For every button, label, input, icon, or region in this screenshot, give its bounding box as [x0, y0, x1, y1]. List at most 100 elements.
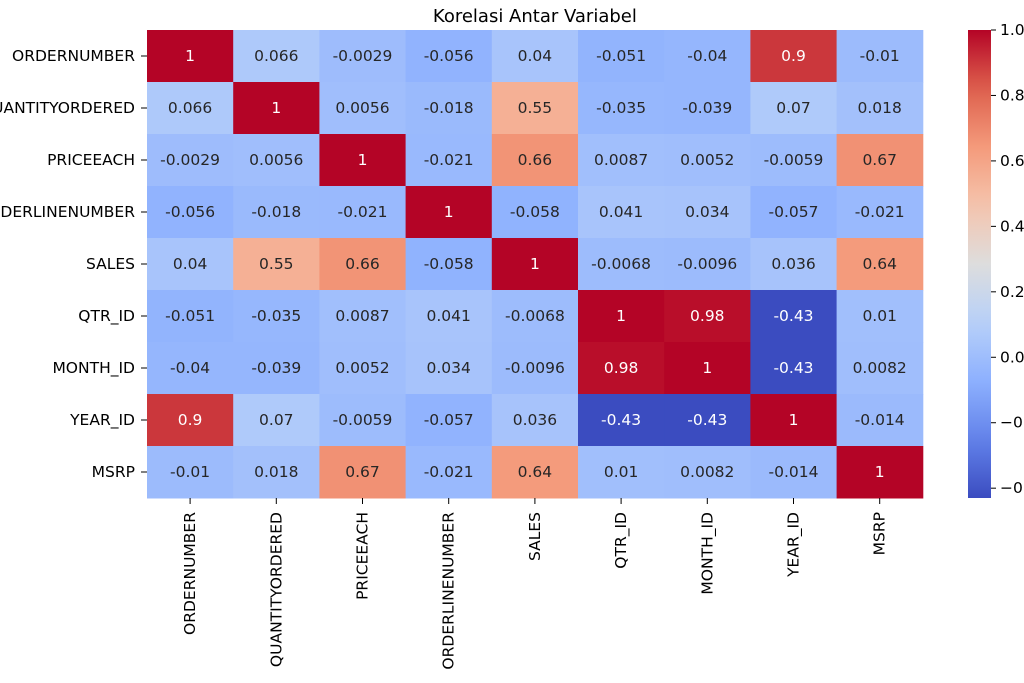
heatmap-cell [578, 82, 665, 135]
cell-value-label: -0.021 [338, 203, 388, 221]
cell-value-label: -0.0096 [677, 255, 737, 273]
cell-value-label: 1 [875, 463, 885, 481]
col-tick-label: ORDERNUMBER [181, 512, 199, 635]
cell-value-label: 0.0056 [335, 99, 389, 117]
colorbar-tick-label: 0.8 [1000, 86, 1024, 104]
colorbar-tick-label: 0.2 [1000, 283, 1024, 301]
cell-value-label: 1 [271, 99, 281, 117]
cell-value-label: 0.04 [518, 47, 553, 65]
row-tick-label: ORDERNUMBER [12, 47, 135, 65]
heatmap-cell [664, 238, 751, 291]
cell-value-label: -0.021 [424, 151, 474, 169]
heatmap-cell [750, 394, 838, 447]
cell-value-label: -0.0029 [333, 47, 393, 65]
row-tick-label: MSRP [92, 463, 135, 481]
heatmap-cell [319, 186, 407, 239]
cell-value-label: 1 [358, 151, 368, 169]
cell-value-label: -0.0068 [505, 307, 565, 325]
heatmap-cell [578, 134, 665, 187]
cell-value-label: 1 [616, 307, 626, 325]
heatmap-cell [147, 82, 234, 135]
cell-value-label: 1 [789, 411, 799, 429]
row-tick-label: PRICEEACH [47, 151, 135, 169]
heatmap-cell [664, 30, 751, 83]
cell-value-label: 0.07 [776, 99, 811, 117]
cell-value-label: 0.066 [254, 47, 298, 65]
heatmap-cell [750, 186, 838, 239]
cell-value-label: -0.057 [424, 411, 474, 429]
colorbar-tick-label: 0.0 [1000, 348, 1024, 366]
heatmap-cell [750, 30, 838, 83]
heatmap-cell [491, 186, 579, 239]
heatmap-cell [664, 394, 751, 447]
heatmap-cell [750, 134, 838, 187]
colorbar-tick-label: 0.6 [1000, 152, 1024, 170]
colorbar-gradient [968, 30, 991, 498]
heatmap-cell [233, 342, 320, 395]
heatmap-cell [836, 82, 924, 135]
heatmap-cell [233, 134, 320, 187]
cell-value-label: 1 [185, 47, 195, 65]
heatmap-cell [233, 30, 320, 83]
heatmap-cell [491, 134, 579, 187]
cell-value-label: 0.55 [259, 255, 294, 273]
heatmap-cell [578, 238, 665, 291]
cell-value-label: 0.55 [518, 99, 553, 117]
cell-value-label: 1 [530, 255, 540, 273]
heatmap-cell [233, 290, 320, 343]
row-tick-label: YEAR_ID [69, 411, 135, 430]
heatmap-cell [147, 134, 234, 187]
heatmap-cell [405, 446, 493, 499]
cell-value-label: -0.0068 [591, 255, 651, 273]
heatmap-cell [836, 446, 924, 499]
cell-value-label: 0.07 [259, 411, 294, 429]
heatmap-cell [578, 342, 665, 395]
cell-value-label: -0.058 [424, 255, 474, 273]
cell-value-label: -0.021 [424, 463, 474, 481]
heatmap-cell [147, 290, 234, 343]
cell-value-label: -0.04 [170, 359, 210, 377]
heatmap-cell [319, 30, 407, 83]
heatmap-cell [319, 394, 407, 447]
heatmap-cell [836, 394, 924, 447]
cell-value-label: -0.057 [769, 203, 819, 221]
heatmap-cell [233, 82, 320, 135]
chart-title: Korelasi Antar Variabel [433, 6, 637, 27]
cell-value-label: -0.0029 [160, 151, 220, 169]
cell-value-label: 0.034 [685, 203, 729, 221]
heatmap-cell [233, 446, 320, 499]
heatmap-cell [491, 238, 579, 291]
heatmap-cell [319, 290, 407, 343]
cell-value-label: 0.018 [254, 463, 298, 481]
cell-value-label: -0.035 [596, 99, 646, 117]
heatmap-cell [750, 290, 838, 343]
heatmap-cell [491, 394, 579, 447]
cell-value-label: -0.04 [687, 47, 727, 65]
heatmap-cell [405, 134, 493, 187]
cell-value-label: 0.98 [690, 307, 725, 325]
heatmap-cell [750, 238, 838, 291]
col-tick-label: PRICEEACH [354, 512, 372, 600]
heatmap-cell [750, 446, 838, 499]
cell-value-label: 0.9 [178, 411, 203, 429]
heatmap-cell [664, 82, 751, 135]
cell-value-label: 0.036 [771, 255, 815, 273]
cell-value-label: -0.01 [860, 47, 900, 65]
heatmap-cell [147, 394, 234, 447]
row-tick-label: QTR_ID [78, 307, 135, 326]
cell-value-label: 0.0082 [680, 463, 734, 481]
heatmap-cell [836, 186, 924, 239]
col-tick-labels: ORDERNUMBER QUANTITYORDERED PRICEEACH ORDER… [181, 498, 889, 670]
heatmap-cell [836, 290, 924, 343]
heatmap-cell [147, 30, 234, 83]
cell-value-label: 0.0087 [335, 307, 389, 325]
heatmap-cell [147, 238, 234, 291]
heatmap-cell [319, 82, 407, 135]
heatmap-cells: 1 0.066 -0.0029 -0.056 0.04 -0.051 -0.04 0.9 -0.… [147, 30, 924, 499]
heatmap-cell [405, 394, 493, 447]
heatmap-cell [491, 446, 579, 499]
cell-value-label: -0.43 [601, 411, 641, 429]
heatmap-cell [405, 290, 493, 343]
cell-value-label: -0.039 [682, 99, 732, 117]
